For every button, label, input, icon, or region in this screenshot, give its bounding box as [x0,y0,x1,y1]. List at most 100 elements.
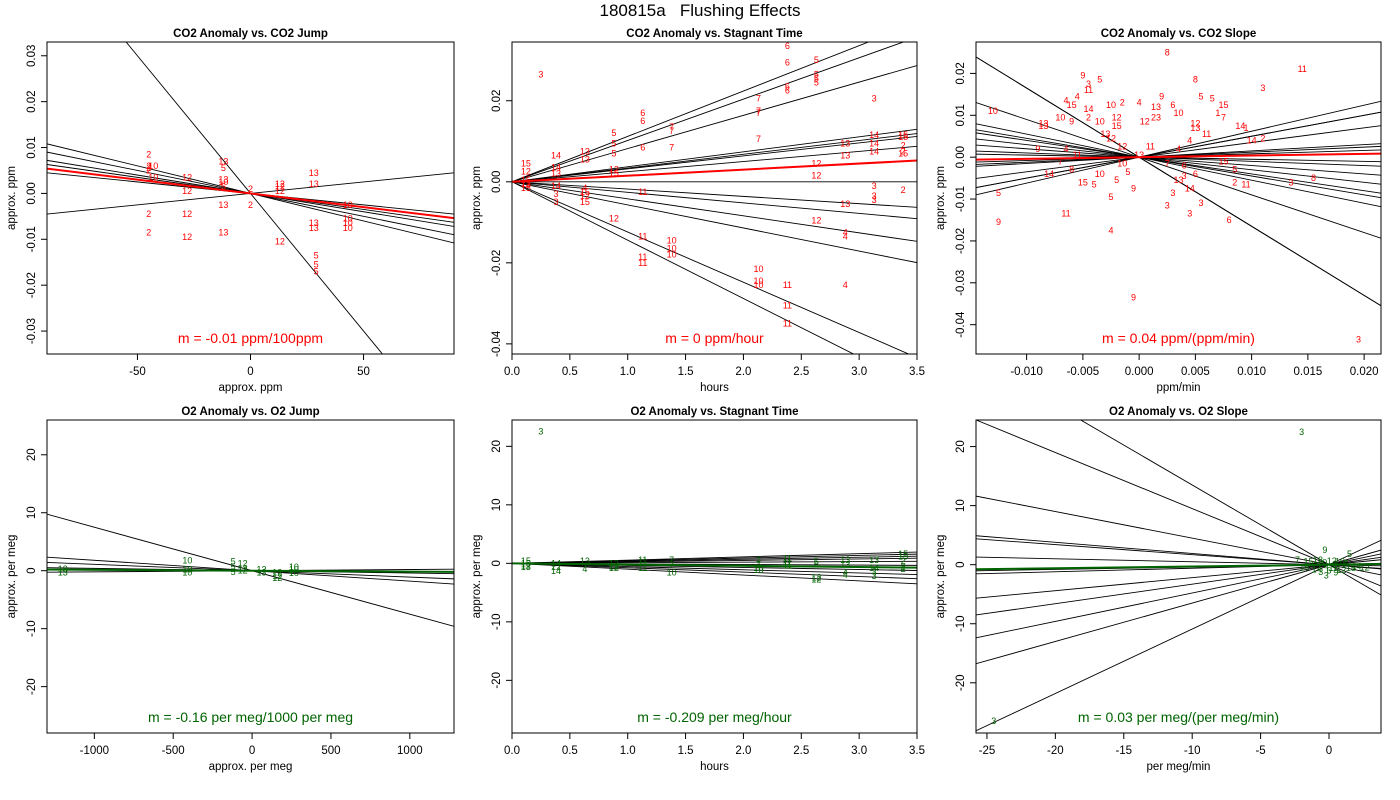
data-point: 10 [1173,108,1183,118]
data-point: 5 [814,78,819,88]
data-point: 14 [869,146,879,156]
x-tick-label: 1.5 [678,745,694,757]
chart-panel-1: CO2 Anomaly vs. CO2 Jump -50 0 50 -0.03 -0.02… [6,28,455,394]
data-point: 9 [1131,184,1136,194]
data-point: 11 [1146,142,1155,152]
data-point: 13 [1190,123,1200,133]
fit-line [976,553,1381,639]
data-point: 6 [640,108,645,118]
data-point: 13 [257,565,267,575]
y-tick-label: -0.01 [955,186,967,212]
plot-frame [46,419,455,734]
x-axis-label: hours [700,761,729,773]
fit-line [512,562,917,576]
data-point: 14 [551,150,561,160]
data-point: 13 [309,223,319,233]
data-point: 13 [840,199,850,209]
data-point: 2 [1086,112,1091,122]
data-point: 10 [1106,100,1116,110]
data-point: 13 [521,562,531,572]
x-tick-label: -25 [979,745,996,757]
fit-line [512,181,917,242]
data-point: 5 [231,562,236,572]
fit-line [976,150,1381,167]
data-point: 9 [1159,91,1164,101]
fit-line [512,135,917,183]
y-tick-label: 0.00 [955,146,967,168]
y-tick-label: -0.03 [955,270,967,296]
data-point: 12 [521,179,531,189]
data-point: 5 [1108,192,1113,202]
data-point: 13 [309,168,319,178]
data-point: 3 [1324,570,1329,580]
data-point: 10 [753,565,763,575]
x-tick-label: 0 [1326,745,1332,757]
data-point: 11 [638,258,647,268]
data-point: 13 [1134,150,1144,160]
fit-line [976,539,1381,732]
data-point: 3 [1165,200,1170,210]
y-tick-label: 0 [26,568,38,574]
data-point: 14 [869,138,879,148]
data-point: 13 [218,227,228,237]
x-tick-label: 500 [321,745,340,757]
data-point: 6 [1182,161,1187,171]
data-point: 6 [1193,169,1198,179]
y-tick-label: -20 [26,678,38,695]
data-point: 10 [182,567,192,577]
data-point: 5 [814,55,819,65]
data-point: 12 [811,215,821,225]
chart-panel-3: CO2 Anomaly vs. CO2 Slope -0.010 -0.005 0.0… [935,28,1382,394]
data-point: 13 [218,156,228,166]
data-point: 11 [1084,85,1093,95]
data-point: 10 [289,565,299,575]
data-point: 7 [669,560,674,570]
data-point: 12 [272,571,282,581]
fit-line [976,100,1381,196]
x-tick-label: 1.0 [620,366,636,378]
y-tick-label: 0 [955,561,967,567]
data-point: 2 [901,140,906,150]
data-point: 13 [521,179,531,189]
y-tick-label: 10 [955,499,967,512]
data-point: 13 [257,567,267,577]
fit-line [512,181,917,264]
data-point: 3 [872,567,877,577]
fit-line [512,181,917,220]
data-point: 9 [1080,71,1085,81]
data-point: 4 [1324,561,1329,571]
data-point: 7 [669,142,674,152]
data-point: 12 [1117,142,1127,152]
fit-line [512,562,917,585]
data-point: 4 [1108,225,1113,235]
fit-line [512,562,917,580]
data-point: 10 [343,200,353,210]
data-point: 12 [272,567,282,577]
fit-line [976,129,1381,199]
x-tick-label: -5 [1255,745,1265,757]
data-point: 11 [783,557,792,567]
x-tick-label: 0.010 [1237,366,1266,378]
data-point: 7 [756,560,761,570]
y-tick-label: -10 [26,620,38,637]
data-point: 11 [783,319,792,329]
data-point: 5 [1347,549,1352,559]
slope-annotation: m = -0.01 ppm/100ppm [178,330,323,346]
chart-title: O2 Anomaly vs. O2 Jump [181,406,319,418]
fit-line [976,495,1381,576]
data-point: 14 [1312,564,1322,574]
fit-line [976,111,1381,188]
y-tick-label: 0.02 [26,90,38,112]
data-point: 4 [843,231,848,241]
data-point: 11 [638,187,647,197]
data-point: 9 [1069,117,1074,127]
data-point: 13 [869,555,879,565]
data-point: 7 [756,555,761,565]
data-point: 13 [840,560,850,570]
x-tick-label: 50 [357,366,370,378]
data-point: 12 [811,171,821,181]
slope-annotation: m = 0.04 ppm/(ppm/min) [1102,330,1255,346]
data-point: 4 [1063,144,1068,154]
